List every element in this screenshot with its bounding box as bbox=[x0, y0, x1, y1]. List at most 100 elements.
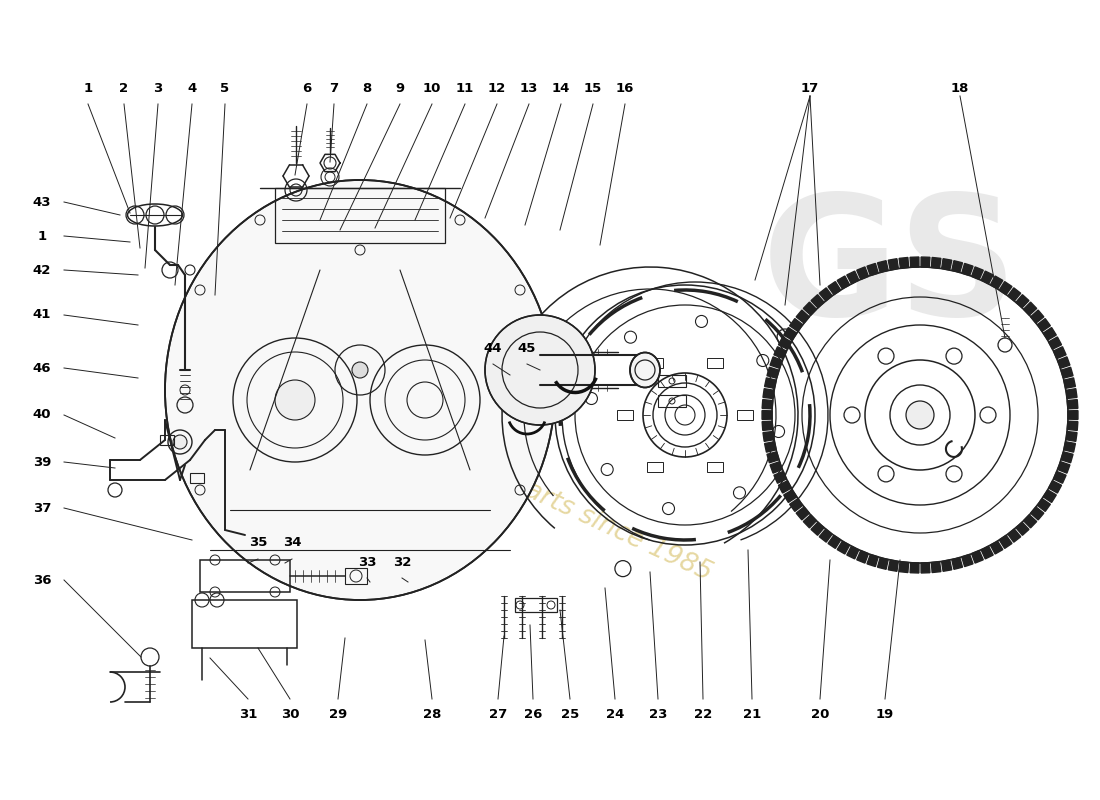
Polygon shape bbox=[779, 337, 791, 349]
Polygon shape bbox=[899, 258, 909, 268]
Polygon shape bbox=[1064, 378, 1076, 388]
Text: 11: 11 bbox=[455, 82, 474, 94]
Text: 18: 18 bbox=[950, 82, 969, 94]
Text: 27: 27 bbox=[488, 709, 507, 722]
Text: 2: 2 bbox=[120, 82, 129, 94]
Polygon shape bbox=[878, 558, 888, 570]
Text: 33: 33 bbox=[358, 555, 376, 569]
Polygon shape bbox=[1066, 389, 1077, 398]
Text: 6: 6 bbox=[302, 82, 311, 94]
Text: GS: GS bbox=[761, 189, 1019, 351]
Polygon shape bbox=[921, 562, 929, 573]
Text: 1: 1 bbox=[37, 230, 46, 242]
Polygon shape bbox=[1048, 481, 1062, 493]
Text: 15: 15 bbox=[584, 82, 602, 94]
Text: 25: 25 bbox=[561, 709, 579, 722]
Text: 42: 42 bbox=[33, 263, 52, 277]
Text: 16: 16 bbox=[616, 82, 635, 94]
Polygon shape bbox=[952, 261, 962, 273]
Polygon shape bbox=[888, 560, 899, 571]
Text: 24: 24 bbox=[606, 709, 624, 722]
Text: 36: 36 bbox=[33, 574, 52, 586]
Polygon shape bbox=[1062, 452, 1072, 462]
Polygon shape bbox=[1057, 462, 1070, 473]
Polygon shape bbox=[763, 389, 774, 398]
Text: 21: 21 bbox=[742, 709, 761, 722]
Polygon shape bbox=[1037, 318, 1050, 331]
Polygon shape bbox=[763, 431, 774, 442]
Text: 20: 20 bbox=[811, 709, 829, 722]
Polygon shape bbox=[990, 541, 1003, 554]
Bar bbox=[647, 358, 663, 368]
Ellipse shape bbox=[630, 353, 660, 387]
Text: 41: 41 bbox=[33, 309, 52, 322]
Polygon shape bbox=[867, 554, 878, 566]
Bar bbox=[275, 188, 446, 243]
Polygon shape bbox=[1016, 522, 1028, 535]
Text: 19: 19 bbox=[876, 709, 894, 722]
Polygon shape bbox=[1008, 529, 1021, 542]
Polygon shape bbox=[961, 263, 974, 275]
Text: 40: 40 bbox=[33, 409, 52, 422]
Polygon shape bbox=[828, 282, 840, 294]
Text: 13: 13 bbox=[520, 82, 538, 94]
Polygon shape bbox=[847, 546, 859, 559]
Text: 32: 32 bbox=[393, 555, 411, 569]
Polygon shape bbox=[803, 302, 816, 315]
Text: 31: 31 bbox=[239, 709, 257, 722]
Polygon shape bbox=[961, 554, 974, 566]
Text: 23: 23 bbox=[649, 709, 668, 722]
Text: 10: 10 bbox=[422, 82, 441, 94]
Circle shape bbox=[173, 435, 187, 449]
Polygon shape bbox=[932, 562, 940, 573]
Polygon shape bbox=[811, 294, 824, 308]
Polygon shape bbox=[1054, 471, 1066, 483]
Polygon shape bbox=[857, 267, 868, 279]
Polygon shape bbox=[942, 258, 952, 270]
Text: 12: 12 bbox=[488, 82, 506, 94]
Polygon shape bbox=[1048, 337, 1062, 349]
Polygon shape bbox=[971, 550, 983, 563]
Text: 44: 44 bbox=[484, 342, 503, 354]
Polygon shape bbox=[1043, 490, 1056, 502]
Polygon shape bbox=[981, 271, 993, 284]
Text: 9: 9 bbox=[395, 82, 405, 94]
Polygon shape bbox=[1024, 514, 1036, 528]
Text: 7: 7 bbox=[329, 82, 339, 94]
Polygon shape bbox=[1067, 399, 1078, 409]
Text: a passion for parts since 1985: a passion for parts since 1985 bbox=[344, 394, 716, 586]
Text: 34: 34 bbox=[283, 537, 301, 550]
Circle shape bbox=[485, 315, 595, 425]
Polygon shape bbox=[932, 258, 940, 268]
Bar bbox=[737, 410, 754, 420]
Text: 35: 35 bbox=[249, 537, 267, 550]
Polygon shape bbox=[971, 267, 983, 279]
Text: 4: 4 bbox=[187, 82, 197, 94]
Bar bbox=[658, 395, 686, 407]
Polygon shape bbox=[847, 271, 859, 284]
Text: 29: 29 bbox=[329, 709, 348, 722]
Polygon shape bbox=[828, 535, 840, 549]
Polygon shape bbox=[1054, 346, 1066, 358]
Polygon shape bbox=[762, 410, 772, 419]
Polygon shape bbox=[796, 507, 810, 520]
Polygon shape bbox=[837, 541, 849, 554]
Polygon shape bbox=[1064, 442, 1076, 452]
Bar bbox=[192, 600, 297, 648]
Text: 22: 22 bbox=[694, 709, 712, 722]
Polygon shape bbox=[837, 276, 849, 289]
Polygon shape bbox=[981, 546, 993, 559]
Polygon shape bbox=[857, 550, 868, 563]
Polygon shape bbox=[990, 276, 1003, 289]
Bar bbox=[647, 462, 663, 472]
Polygon shape bbox=[942, 560, 952, 571]
Polygon shape bbox=[1008, 288, 1021, 301]
Polygon shape bbox=[1037, 498, 1050, 511]
Text: 37: 37 bbox=[33, 502, 52, 514]
Polygon shape bbox=[1068, 410, 1078, 419]
Bar bbox=[707, 462, 723, 472]
Bar bbox=[200, 560, 290, 592]
Polygon shape bbox=[762, 399, 772, 409]
Text: 28: 28 bbox=[422, 709, 441, 722]
Polygon shape bbox=[899, 562, 909, 573]
